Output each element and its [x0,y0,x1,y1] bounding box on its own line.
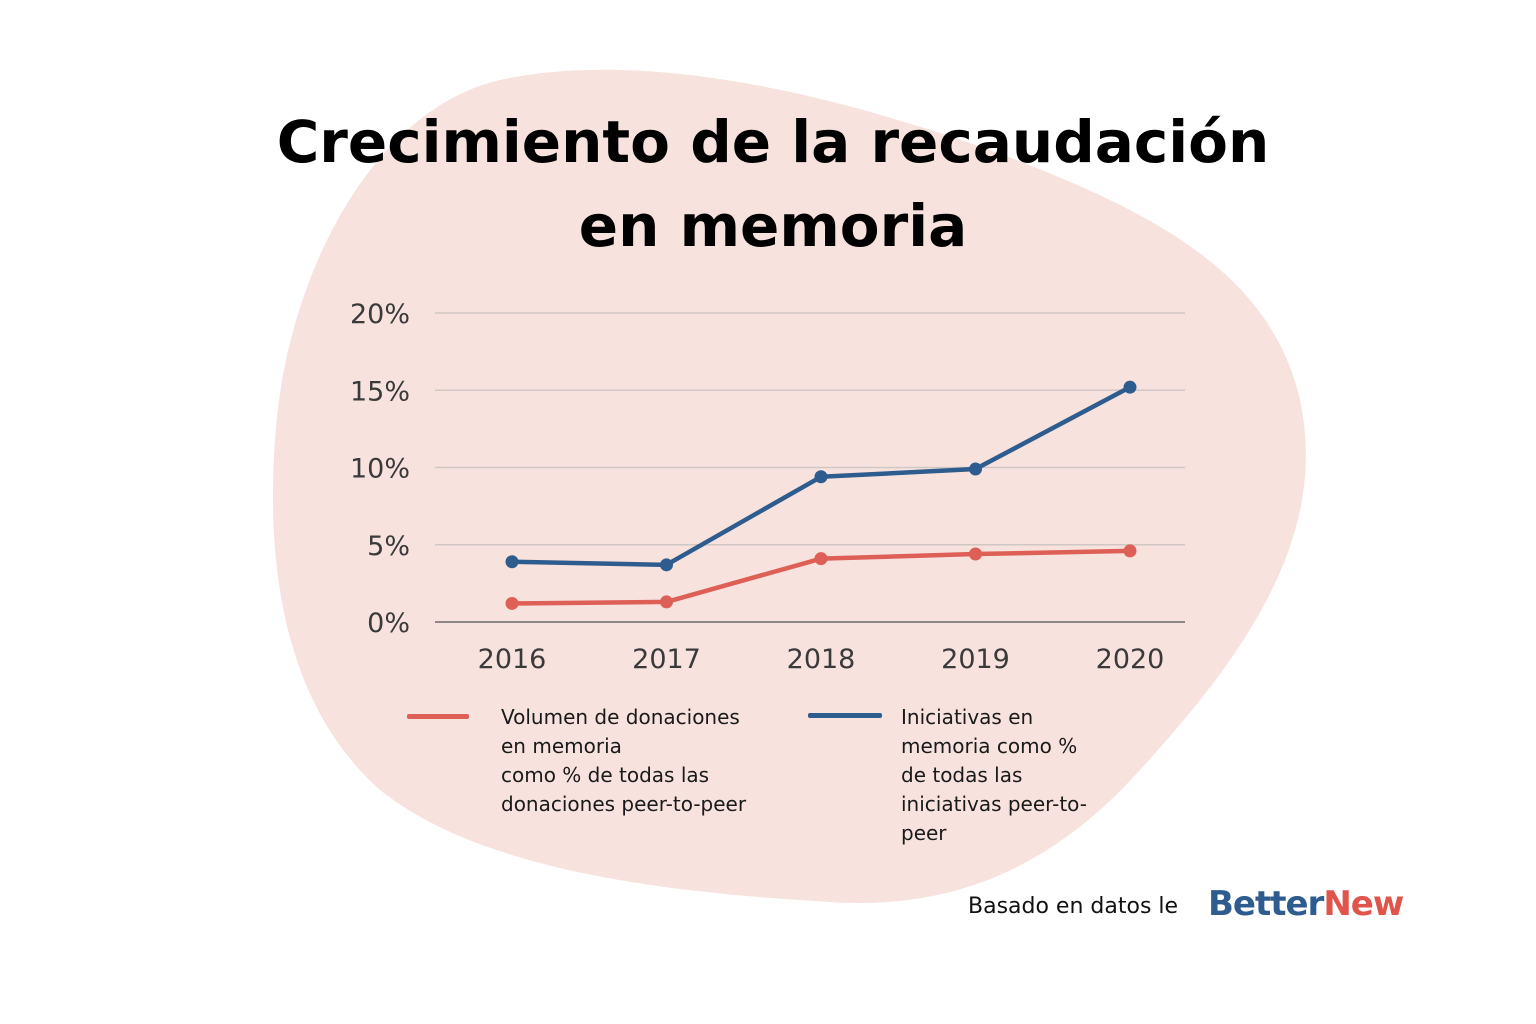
series-1-point-2016 [505,555,519,569]
x-tick-label: 2018 [787,644,856,675]
x-tick-label: 2017 [632,644,701,675]
x-tick-labels: 2016 2017 2018 2019 2020 [478,644,1165,675]
series-0-point-2019 [969,547,982,561]
chart-title-line-2: en memoria [578,192,968,260]
series-0-point-2016 [505,596,519,610]
legend-blue-line-5: peer [901,821,947,845]
legend-label-red: Volumen de donaciones en memoria como % … [501,703,746,819]
series-layer [505,380,1137,610]
series-1-point-2020 [1123,380,1137,394]
logo-better: Better [1208,884,1324,924]
y-tick-label: 20% [350,299,410,330]
series-1-point-2019 [969,462,982,476]
series-0-point-2018 [814,552,828,566]
series-0-point-2020 [1123,544,1137,558]
legend-blue-line-4: iniciativas peer-to- [901,792,1087,816]
grid-layer [435,312,1185,623]
legend-red-line-3: como % de todas las [501,763,710,787]
legend-swatch-red [407,714,469,719]
betternow-logo: BetterNew [1208,884,1404,924]
series-0-point-2017 [660,595,673,609]
legend-swatch-blue [808,713,882,718]
x-tick-label: 2016 [478,644,547,675]
logo-new: New [1323,884,1404,924]
series-1-point-2018 [814,470,828,484]
y-tick-label: 5% [367,531,410,562]
x-tick-label: 2020 [1096,644,1165,675]
legend-blue-line-1: Iniciativas en [901,705,1034,729]
legend-blue-line-3: de todas las [901,763,1023,787]
y-tick-label: 15% [350,376,410,407]
chart-title-line-1: Crecimiento de la recaudación [276,108,1270,176]
series-1-point-2017 [660,558,673,572]
legend-blue-line-2: memoria como % [901,734,1078,758]
legend-red-line-1: Volumen de donaciones [501,705,740,729]
y-tick-label: 0% [367,608,410,639]
x-tick-label: 2019 [941,644,1010,675]
legend-label-blue: Iniciativas en memoria como % de todas l… [901,703,1087,848]
chart-title: Crecimiento de la recaudación en memoria [268,100,1278,268]
source-note: Basado en datos le [968,894,1179,919]
legend-red-line-4: donaciones peer-to-peer [501,792,747,816]
legend-red-line-2: en memoria [501,734,622,758]
y-tick-label: 10% [350,454,410,485]
y-tick-labels: 0% 5% 10% 15% 20% [350,299,410,639]
blob-shape [272,69,1306,903]
